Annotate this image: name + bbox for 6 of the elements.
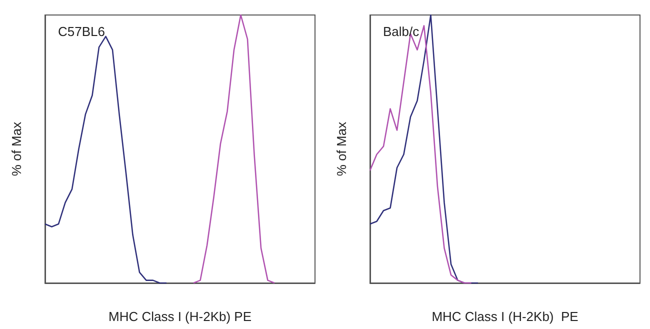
y-axis-title: % of Max [334, 121, 349, 176]
y-axis-title: % of Max [9, 121, 24, 176]
x-axis-title: MHC Class I (H-2Kb) PE [108, 309, 252, 324]
x-axis-title: MHC Class I (H-2Kb) PE [432, 309, 579, 324]
text: C57BL6 [58, 24, 105, 39]
text: Balb/c [383, 24, 420, 39]
